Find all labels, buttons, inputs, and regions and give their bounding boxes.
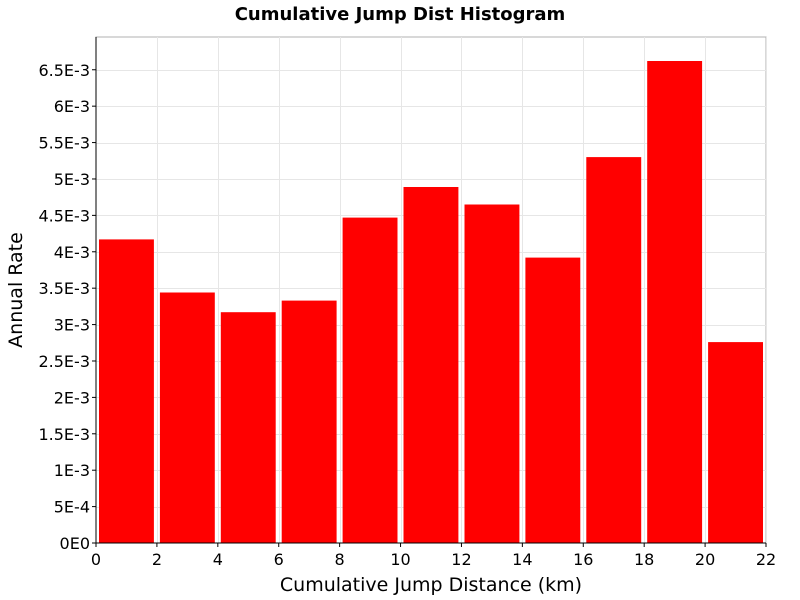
y-tick-label: 6E-3 xyxy=(54,97,90,116)
histogram-bar xyxy=(403,187,459,543)
histogram-bar xyxy=(464,204,520,543)
histogram-bar xyxy=(708,342,763,543)
y-tick-label: 5E-3 xyxy=(54,170,90,189)
histogram-bar xyxy=(525,257,581,543)
chart-title: Cumulative Jump Dist Histogram xyxy=(235,4,566,25)
y-tick-label: 5E-4 xyxy=(54,498,90,517)
y-tick-label: 2E-3 xyxy=(54,388,90,407)
y-tick-label: 3.5E-3 xyxy=(38,279,90,298)
y-tick-label: 4.5E-3 xyxy=(38,206,90,225)
y-tick-label: 5.5E-3 xyxy=(38,134,90,153)
x-tick-label: 22 xyxy=(756,550,776,569)
y-tick-label: 3E-3 xyxy=(54,316,90,335)
histogram-bar xyxy=(342,217,398,543)
y-tick-label: 4E-3 xyxy=(54,243,90,262)
bars xyxy=(99,61,763,543)
x-axis-label: Cumulative Jump Distance (km) xyxy=(280,574,582,596)
x-tick-label: 2 xyxy=(152,550,162,569)
y-tick-label: 0E0 xyxy=(60,534,90,553)
y-axis-label: Annual Rate xyxy=(5,232,27,348)
histogram-bar xyxy=(586,157,642,543)
histogram-bar xyxy=(159,292,215,543)
x-tick-label: 0 xyxy=(91,550,101,569)
x-tick-label: 18 xyxy=(634,550,654,569)
y-tick-label: 1E-3 xyxy=(54,461,90,480)
x-tick-label: 10 xyxy=(390,550,410,569)
y-tick-label: 2.5E-3 xyxy=(38,352,90,371)
x-tick-label: 4 xyxy=(213,550,223,569)
x-axis-ticks: 0 2 4 6 8 10 12 14 16 18 20 22 xyxy=(91,543,776,569)
histogram-bar xyxy=(281,300,337,543)
histogram-bar xyxy=(220,312,276,543)
x-tick-label: 6 xyxy=(274,550,284,569)
histogram-bar xyxy=(647,61,703,543)
x-tick-label: 8 xyxy=(335,550,345,569)
x-tick-label: 14 xyxy=(512,550,532,569)
y-tick-label: 6.5E-3 xyxy=(38,61,90,80)
y-axis-ticks: 0E0 5E-4 1E-3 1.5E-3 2E-3 2.5E-3 3E-3 3.5E-3 4E-… xyxy=(38,61,96,553)
x-tick-label: 12 xyxy=(451,550,471,569)
x-tick-label: 16 xyxy=(573,550,593,569)
x-tick-label: 20 xyxy=(695,550,715,569)
y-tick-label: 1.5E-3 xyxy=(38,425,90,444)
histogram-bar xyxy=(99,239,154,543)
